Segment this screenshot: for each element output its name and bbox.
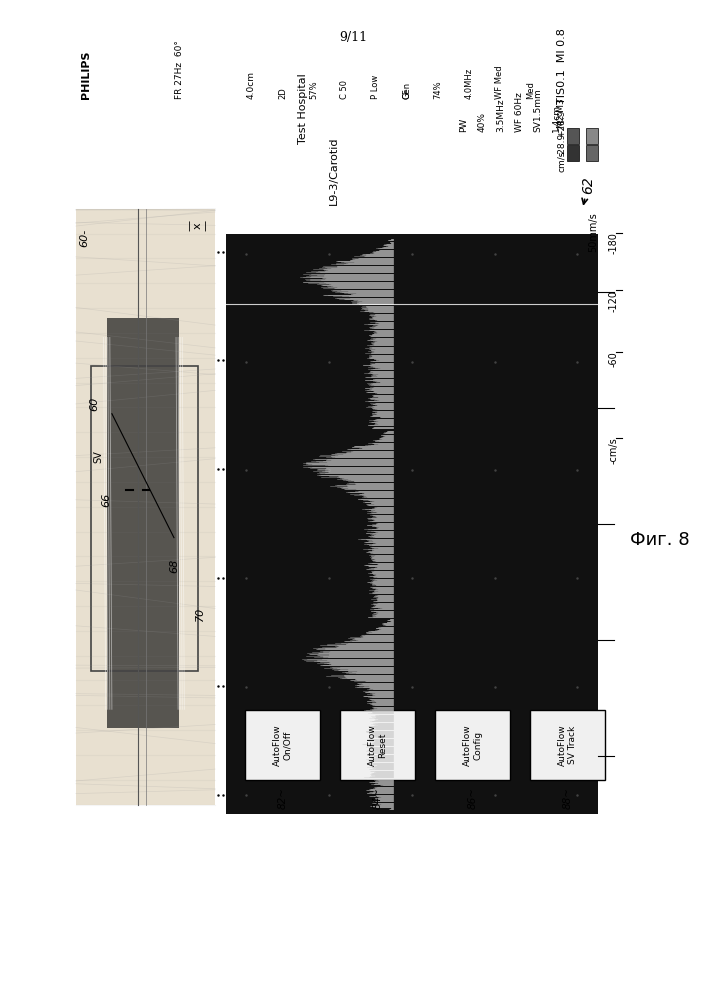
- Bar: [567, 145, 579, 161]
- Text: AutoFlow
Reset: AutoFlow Reset: [368, 724, 387, 766]
- Bar: [76, 209, 215, 805]
- Text: —: —: [184, 220, 194, 231]
- Text: C 50: C 50: [340, 80, 349, 99]
- Text: 70: 70: [195, 607, 205, 621]
- Text: 4.0cm: 4.0cm: [247, 71, 256, 99]
- Bar: [226, 234, 598, 814]
- Text: AutoFlow
On/Off: AutoFlow On/Off: [273, 724, 292, 766]
- Text: SV: SV: [93, 450, 104, 463]
- Text: P Low: P Low: [371, 75, 381, 99]
- Text: —: —: [201, 220, 211, 231]
- Text: 2D: 2D: [278, 87, 287, 99]
- Text: AutoFlow
Config: AutoFlow Config: [463, 724, 482, 766]
- Text: -28.9: -28.9: [558, 133, 566, 156]
- Text: SV1.5mm: SV1.5mm: [534, 89, 543, 132]
- Text: 84~: 84~: [373, 787, 383, 809]
- Text: 60: 60: [90, 397, 100, 411]
- Text: 1.4cm: 1.4cm: [552, 104, 561, 132]
- Text: TIS0.1  MI 0.8: TIS0.1 MI 0.8: [557, 28, 567, 104]
- Text: -180: -180: [609, 233, 618, 254]
- Text: 86~: 86~: [467, 787, 477, 809]
- Bar: [91, 366, 198, 671]
- Text: -60: -60: [609, 352, 618, 367]
- Text: L9-3/Carotid: L9-3/Carotid: [329, 136, 340, 205]
- Text: -120: -120: [609, 290, 618, 312]
- Text: cm/s: cm/s: [558, 151, 566, 172]
- Text: +28.9: +28.9: [558, 110, 566, 137]
- Text: WF 60Hz: WF 60Hz: [515, 93, 524, 132]
- Bar: [435, 710, 510, 780]
- Text: Test Hospital: Test Hospital: [298, 73, 309, 144]
- Text: 50mm/s: 50mm/s: [588, 213, 598, 252]
- Text: PW: PW: [459, 118, 468, 132]
- Text: 9/11: 9/11: [339, 31, 367, 44]
- Text: 66: 66: [102, 492, 112, 507]
- Text: 88~: 88~: [563, 787, 573, 809]
- Text: 57%: 57%: [309, 80, 318, 99]
- Text: AutoFlow
SV Track: AutoFlow SV Track: [558, 724, 578, 766]
- Text: 3.5MHz: 3.5MHz: [496, 99, 505, 132]
- Text: M2 M3: M2 M3: [558, 98, 566, 128]
- Text: 62: 62: [581, 176, 594, 204]
- Bar: [530, 710, 605, 780]
- Text: Фиг. 8: Фиг. 8: [630, 531, 690, 549]
- Bar: [340, 710, 415, 780]
- Text: FR 27Hz  60°: FR 27Hz 60°: [174, 40, 184, 99]
- Text: PHILIPS: PHILIPS: [81, 51, 91, 99]
- Text: Med: Med: [527, 81, 535, 99]
- Text: -cm/s: -cm/s: [609, 438, 618, 464]
- Text: CF: CF: [402, 88, 411, 99]
- Text: 4.0MHz: 4.0MHz: [465, 68, 473, 99]
- Bar: [107, 318, 179, 728]
- Text: 40%: 40%: [478, 112, 486, 132]
- Text: WF Med: WF Med: [496, 65, 504, 99]
- Text: x: x: [193, 223, 203, 229]
- Text: 82~: 82~: [277, 787, 287, 809]
- Text: 74%: 74%: [433, 80, 442, 99]
- Bar: [567, 128, 579, 144]
- Text: 68: 68: [169, 559, 179, 573]
- Text: Gen: Gen: [402, 82, 411, 99]
- Bar: [586, 128, 598, 144]
- Bar: [245, 710, 320, 780]
- Bar: [586, 145, 598, 161]
- Text: 60-: 60-: [79, 229, 89, 247]
